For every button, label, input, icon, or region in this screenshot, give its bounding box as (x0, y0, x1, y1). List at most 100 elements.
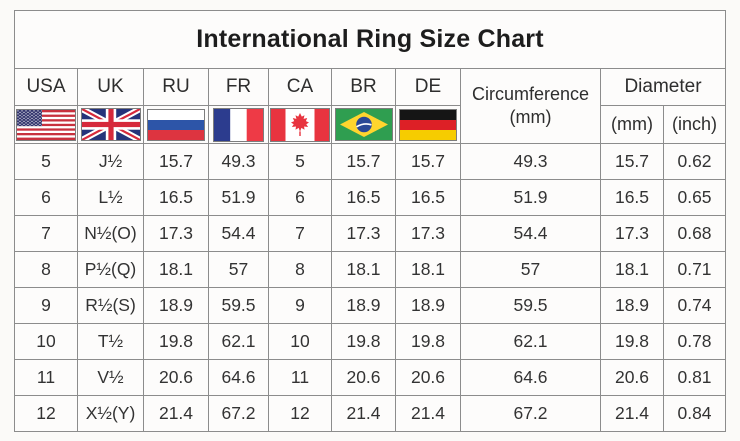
table-cell: 21.4 (395, 395, 461, 432)
table-cell: 5 (14, 143, 78, 180)
table-cell: 7 (14, 215, 78, 252)
table-body: 5 J½ 15.7 49.3 5 15.7 15.7 49.3 15.7 0.62 6 L½ 16.5 5… (14, 143, 726, 432)
france-flag-icon (213, 107, 264, 142)
table-cell: 6 (14, 179, 78, 216)
usa-flag-icon (16, 108, 76, 141)
table-cell: 16.5 (143, 179, 209, 216)
table-cell: 19.8 (143, 323, 209, 360)
table-cell: T½ (77, 323, 144, 360)
table-cell: 15.7 (143, 143, 209, 180)
column-header-circumference: Circumference (mm) (460, 68, 601, 144)
table-cell: 62.1 (460, 323, 601, 360)
table-cell: 18.9 (600, 287, 664, 324)
column-header-usa: USA (14, 68, 78, 106)
flag-cell-germany (395, 105, 461, 144)
table-cell: 19.8 (395, 323, 461, 360)
table-cell: X½(Y) (77, 395, 144, 432)
table-cell: L½ (77, 179, 144, 216)
table-cell: 62.1 (208, 323, 269, 360)
table-cell: 11 (268, 359, 332, 396)
table-cell: 12 (268, 395, 332, 432)
table-cell: 6 (268, 179, 332, 216)
diameter-mm-header: (mm) (600, 105, 664, 144)
flag-cell-france (208, 105, 269, 144)
table-cell: 54.4 (208, 215, 269, 252)
table-cell: 51.9 (460, 179, 601, 216)
germany-flag-icon (399, 108, 457, 141)
flag-cell-uk (77, 105, 144, 144)
table-cell: P½(Q) (77, 251, 144, 288)
diameter-inch-header: (inch) (663, 105, 726, 144)
table-cell: 67.2 (460, 395, 601, 432)
table-cell: 21.4 (600, 395, 664, 432)
table-row: 6 L½ 16.5 51.9 6 16.5 16.5 51.9 16.5 0.65 (14, 179, 726, 216)
table-cell: 20.6 (331, 359, 396, 396)
table-row: 11 V½ 20.6 64.6 11 20.6 20.6 64.6 20.6 0.81 (14, 359, 726, 396)
page-title: International Ring Size Chart (14, 10, 726, 69)
flag-cell-brazil (331, 105, 396, 144)
table-cell: 64.6 (460, 359, 601, 396)
table-cell: 18.9 (395, 287, 461, 324)
table-cell: 10 (268, 323, 332, 360)
table-cell: 0.68 (663, 215, 726, 252)
table-cell: 0.65 (663, 179, 726, 216)
table-cell: 8 (14, 251, 78, 288)
table-cell: 5 (268, 143, 332, 180)
table-cell: 16.5 (395, 179, 461, 216)
table-cell: 17.3 (600, 215, 664, 252)
table-cell: 20.6 (395, 359, 461, 396)
table-cell: V½ (77, 359, 144, 396)
table-cell: 7 (268, 215, 332, 252)
table-cell: 64.6 (208, 359, 269, 396)
table-cell: 49.3 (460, 143, 601, 180)
table-cell: 16.5 (600, 179, 664, 216)
table-cell: 21.4 (331, 395, 396, 432)
table-cell: 57 (208, 251, 269, 288)
title-row: International Ring Size Chart (14, 10, 726, 69)
table-cell: 20.6 (143, 359, 209, 396)
brazil-flag-icon (334, 108, 393, 141)
table-cell: R½(S) (77, 287, 144, 324)
table-cell: 18.1 (331, 251, 396, 288)
table-cell: 19.8 (600, 323, 664, 360)
column-header-ca: CA (268, 68, 332, 106)
table-cell: 15.7 (395, 143, 461, 180)
table-cell: 51.9 (208, 179, 269, 216)
russia-flag-icon (147, 108, 205, 141)
table-cell: 19.8 (331, 323, 396, 360)
table-cell: 57 (460, 251, 601, 288)
table-row: 9 R½(S) 18.9 59.5 9 18.9 18.9 59.5 18.9 0.74 (14, 287, 726, 324)
table-cell: 0.62 (663, 143, 726, 180)
table-cell: 59.5 (460, 287, 601, 324)
ring-size-table: International Ring Size Chart USA UK RU … (14, 10, 726, 432)
table-row: 12 X½(Y) 21.4 67.2 12 21.4 21.4 67.2 21.4 0.84 (14, 395, 726, 432)
flag-cell-canada (268, 105, 332, 144)
table-cell: 18.9 (331, 287, 396, 324)
table-cell: 0.78 (663, 323, 726, 360)
table-cell: 16.5 (331, 179, 396, 216)
table-cell: 9 (268, 287, 332, 324)
circumference-label: Circumference (471, 83, 590, 104)
table-cell: 20.6 (600, 359, 664, 396)
table-cell: 17.3 (143, 215, 209, 252)
table-cell: 54.4 (460, 215, 601, 252)
table-cell: 49.3 (208, 143, 269, 180)
table-cell: 0.74 (663, 287, 726, 324)
table-cell: 8 (268, 251, 332, 288)
table-cell: 11 (14, 359, 78, 396)
flag-row: (mm) (inch) (14, 105, 726, 144)
column-header-fr: FR (208, 68, 269, 106)
column-header-ru: RU (143, 68, 209, 106)
country-header-row: USA UK RU FR CA BR DE Circumference (mm)… (14, 68, 726, 144)
table-cell: 0.81 (663, 359, 726, 396)
table-cell: 12 (14, 395, 78, 432)
column-header-diameter: Diameter (600, 68, 726, 106)
table-cell: 15.7 (600, 143, 664, 180)
table-row: 10 T½ 19.8 62.1 10 19.8 19.8 62.1 19.8 0.78 (14, 323, 726, 360)
flag-cell-russia (143, 105, 209, 144)
table-cell: 18.1 (395, 251, 461, 288)
column-header-uk: UK (77, 68, 144, 106)
table-cell: 59.5 (208, 287, 269, 324)
table-cell: J½ (77, 143, 144, 180)
circumference-unit: (mm) (509, 107, 552, 127)
